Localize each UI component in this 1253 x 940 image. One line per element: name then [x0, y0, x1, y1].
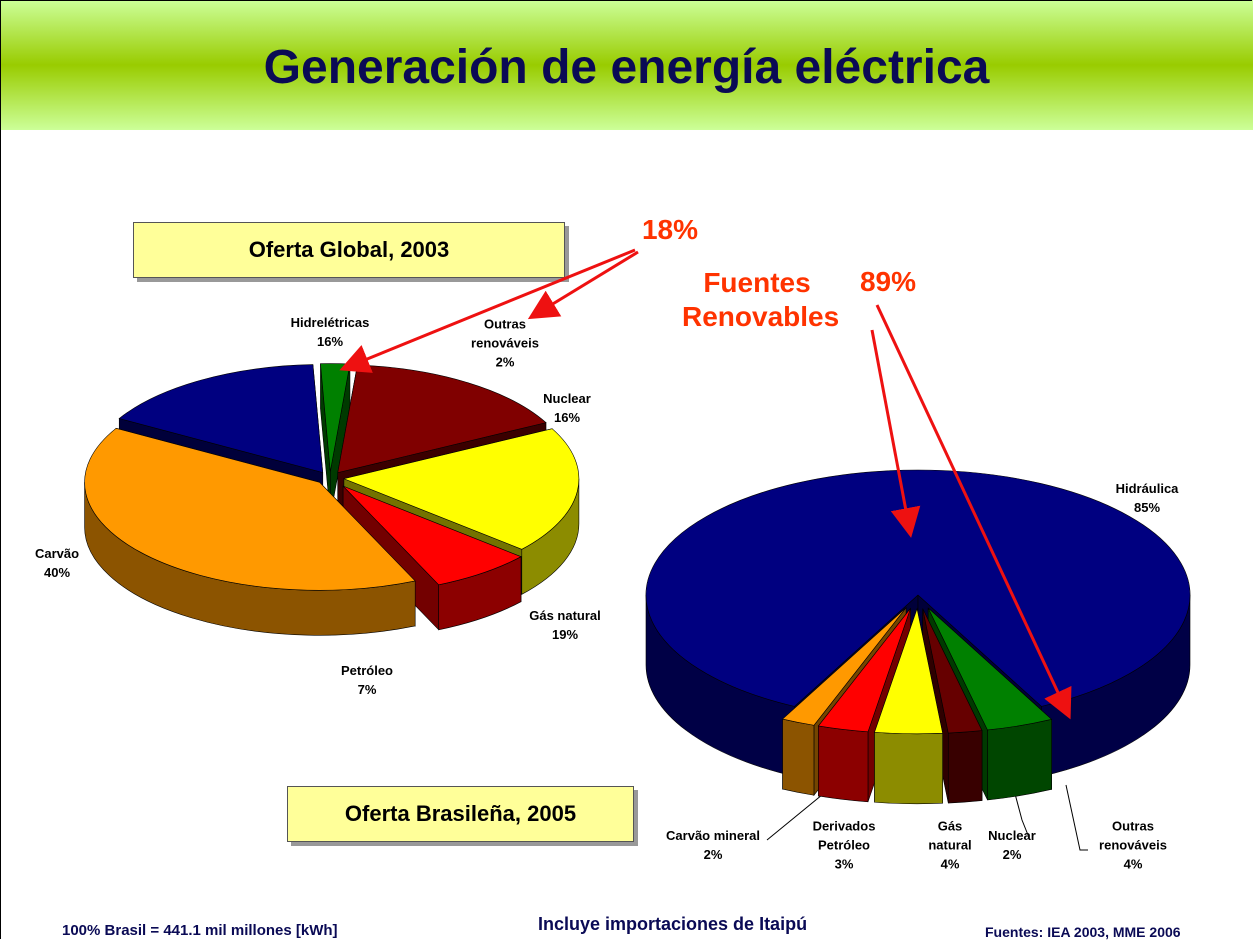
category-label: Carvão	[34, 546, 80, 561]
value-label: 3%	[834, 856, 854, 872]
annotation: Fuentes Renovables	[682, 267, 840, 332]
slice-label: Derivados Petróleo 3%	[804, 817, 884, 874]
slice	[118, 364, 324, 473]
banner	[0, 0, 1253, 130]
slice-label: Nuclear 16%	[527, 389, 607, 427]
value-label: 4%	[1123, 856, 1143, 872]
slice-label: Petróleo 7%	[317, 661, 417, 699]
category-label: Derivados Petróleo	[812, 818, 876, 853]
value-label: 7%	[357, 682, 377, 697]
slice-tops	[84, 363, 580, 591]
category-label: Hidráulica	[1115, 481, 1179, 496]
slice	[342, 485, 522, 586]
slide-title: Generación de energía eléctrica	[263, 41, 990, 94]
slice-tops	[645, 469, 1191, 735]
slice	[84, 427, 416, 591]
value-label: 2%	[1002, 847, 1022, 862]
value-label: 16%	[553, 410, 581, 425]
value-label: 4%	[940, 856, 960, 872]
footer-note: 100% Brasil = 441.1 mil millones [kWh]	[62, 922, 338, 939]
chart-title: Oferta Global, 2003	[133, 222, 565, 278]
arrow	[527, 250, 639, 320]
slice	[645, 469, 1191, 707]
slice-label: Hidrelétricas 16%	[280, 313, 380, 351]
leader-line	[1065, 784, 1088, 851]
category-label: Petróleo	[340, 663, 393, 678]
annotation: 18%	[641, 214, 699, 245]
chart-title: Oferta Brasileña, 2005	[287, 786, 634, 842]
slice-label: Carvão mineral 2%	[658, 826, 768, 864]
slice-label: Gás natural 19%	[515, 606, 615, 644]
category-label: Gás natural	[928, 818, 972, 853]
slice-label: Hidráulica 85%	[1097, 479, 1197, 517]
value-label: 40%	[43, 565, 71, 580]
category-label: Gás natural	[529, 608, 601, 623]
slice-label: Gás natural 4%	[925, 817, 975, 874]
category-label: Outras renováveis	[1099, 818, 1167, 853]
arrow	[870, 329, 921, 538]
footer-note: Fuentes: IEA 2003, MME 2006	[985, 924, 1181, 940]
arrow	[339, 248, 636, 373]
category-label: Carvão mineral	[666, 828, 760, 843]
value-label: 2%	[703, 847, 723, 862]
category-label: Nuclear	[543, 391, 591, 406]
leader-line	[1013, 789, 1029, 836]
category-label: Nuclear	[988, 828, 1036, 843]
arrow	[875, 304, 1072, 720]
slice	[817, 608, 911, 733]
slice	[342, 428, 580, 550]
value-label: 2%	[495, 354, 515, 370]
slice	[781, 607, 907, 726]
category-label: Hidrelétricas	[290, 315, 370, 330]
value-label: 85%	[1133, 500, 1161, 515]
footer-note: Incluye importaciones de Itaipú	[538, 914, 808, 934]
value-label: 16%	[316, 334, 344, 349]
slice-label: Carvão 40%	[17, 544, 97, 582]
slice	[922, 608, 983, 734]
slice-label: Outras renováveis 2%	[465, 315, 545, 372]
slice-label: Nuclear 2%	[977, 826, 1047, 864]
annotation: 89%	[859, 266, 917, 297]
slice	[337, 364, 547, 474]
value-label: 19%	[551, 627, 579, 642]
slice	[874, 607, 944, 735]
slice-label: Outras renováveis 4%	[1088, 817, 1178, 874]
category-label: Outras renováveis	[471, 316, 539, 351]
